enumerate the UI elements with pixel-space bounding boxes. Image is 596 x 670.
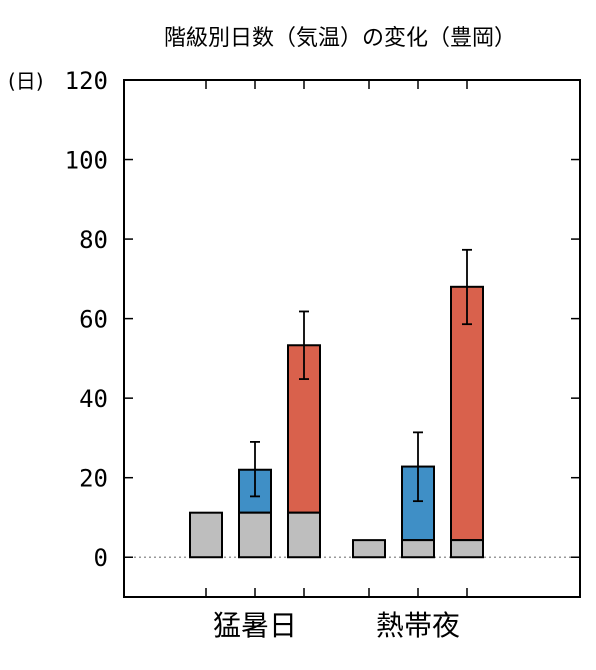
y-tick-label: 20 <box>79 465 108 493</box>
bar-increase-segment <box>450 285 484 542</box>
bar-base-segment <box>189 511 223 559</box>
y-tick-label: 40 <box>79 385 108 413</box>
bar-base-segment <box>450 539 484 559</box>
y-tick-label: 100 <box>65 147 108 175</box>
bar-base-segment <box>238 511 272 559</box>
x-category-label: 熱帯夜 <box>376 609 460 642</box>
y-axis-unit-label: (日) <box>8 69 44 93</box>
y-tick-label: 80 <box>79 226 108 254</box>
plot-frame <box>123 79 581 598</box>
y-tick-label: 0 <box>94 544 108 572</box>
plot-area: 0 20 40 60 80 100 120 猛暑日 熱帯夜 <box>65 67 581 642</box>
chart-title: 階級別日数（気温）の変化（豊岡） <box>164 26 516 51</box>
y-tick-label: 60 <box>79 306 108 334</box>
bar-base-segment <box>401 539 435 559</box>
bar-base-segment <box>352 539 386 559</box>
bar-base-segment <box>287 511 321 559</box>
y-tick-label: 120 <box>65 67 108 95</box>
x-category-label: 猛暑日 <box>213 609 297 642</box>
